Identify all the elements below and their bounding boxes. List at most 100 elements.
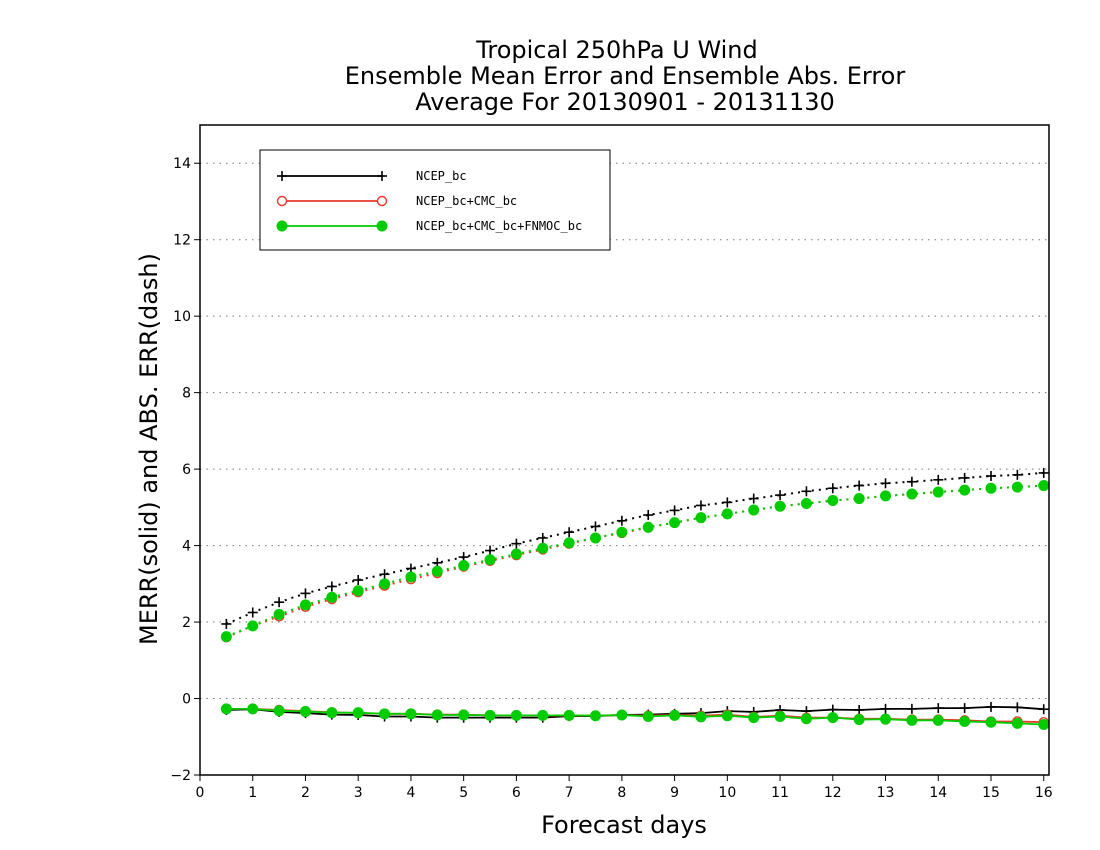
series-0-abs-error-point-12	[537, 532, 548, 543]
xtick-label-5: 5	[459, 785, 468, 801]
series-0-mean-error-point-30	[1012, 702, 1023, 713]
series-2-abs-error-point-14	[589, 532, 601, 544]
series-2-abs-error-point-3	[299, 599, 311, 611]
xtick-label-12: 12	[824, 785, 842, 801]
xtick-label-9: 9	[670, 785, 679, 801]
series-0-abs-error-point-10	[485, 545, 496, 556]
series-0-abs-error-point-14	[590, 521, 601, 532]
series-0-abs-error-point-4	[326, 581, 337, 592]
series-2-mean-error-point-2	[273, 705, 285, 717]
series-0-abs-error-point-17	[669, 505, 680, 516]
series-2-abs-error-point-15	[616, 526, 628, 538]
title-line-3: Average For 20130901 - 20131130	[415, 88, 835, 116]
series-2-abs-error-point-22	[800, 498, 812, 510]
series-2-mean-error-point-1	[247, 703, 259, 715]
series-2-mean-error-point-12	[537, 709, 549, 721]
legend-label-2: NCEP_bc+CMC_bc+FNMOC_bc	[416, 219, 582, 233]
series-1	[221, 480, 1049, 728]
series-2	[220, 480, 1050, 731]
xtick-label-6: 6	[512, 785, 521, 801]
series-2-mean-error-point-24	[853, 714, 865, 726]
series-0-abs-error-point-28	[959, 472, 970, 483]
series-2-abs-error-point-5	[352, 585, 364, 597]
series-2-abs-error-point-30	[1011, 481, 1023, 493]
series-2-mean-error-line	[226, 708, 1044, 726]
ytick-label-0: −2	[170, 768, 191, 784]
series-2-mean-error-point-8	[431, 709, 443, 721]
series-2-mean-error-point-20	[748, 712, 760, 724]
series-2-abs-error-point-29	[985, 482, 997, 494]
series-2-abs-error-point-13	[563, 537, 575, 549]
series-0-abs-error-point-2	[274, 597, 285, 608]
series-2-mean-error-point-16	[642, 711, 654, 722]
series-0-abs-error-point-1	[247, 607, 258, 618]
series-2-mean-error-point-10	[484, 709, 496, 721]
series-2-abs-error-point-27	[932, 486, 944, 498]
legend-marker-start-0	[277, 171, 287, 181]
legend-marker-end-2	[376, 220, 388, 232]
series-2-abs-error-point-19	[721, 508, 733, 520]
series-2-abs-error-point-23	[827, 494, 839, 506]
series-2-abs-error-point-8	[431, 565, 443, 577]
series-2-abs-error-point-24	[853, 493, 865, 505]
series-2-mean-error-point-25	[880, 713, 892, 725]
xtick-label-1: 1	[248, 785, 257, 801]
legend-marker-start-1	[276, 195, 288, 207]
series-0-mean-error-point-26	[906, 703, 917, 714]
legend-label-1: NCEP_bc+CMC_bc	[416, 194, 517, 208]
grid-lines	[200, 162, 1049, 776]
ytick-label-6: 10	[173, 309, 191, 325]
y-axis-label: MERR(solid) and ABS. ERR(dash)	[135, 253, 163, 645]
series-0-abs-error-point-26	[906, 476, 917, 487]
series-2-mean-error-point-0	[220, 703, 232, 715]
series-2-mean-error-point-19	[721, 710, 733, 722]
chart-title: Tropical 250hPa U Wind Ensemble Mean Err…	[345, 36, 906, 116]
series-2-abs-error-point-20	[748, 504, 760, 516]
series-1-abs-error-line	[225, 484, 1044, 639]
series-0-abs-error-point-13	[564, 527, 575, 538]
series-2-abs-error-line	[226, 484, 1044, 638]
series-0-abs-error-point-3	[300, 588, 311, 599]
xtick-label-15: 15	[982, 785, 1000, 801]
series-2-mean-error-point-17	[669, 709, 681, 721]
series-2-abs-error-point-17	[669, 517, 681, 529]
series-0-abs-error-point-23	[827, 483, 838, 494]
series-0-abs-error-point-11	[511, 538, 522, 549]
series-2-mean-error-point-27	[932, 714, 944, 726]
title-line-2: Ensemble Mean Error and Ensemble Abs. Er…	[345, 62, 906, 90]
series-0-mean-error-point-31	[1038, 704, 1049, 715]
plot-frame	[199, 124, 1050, 776]
series-0-abs-error-point-6	[379, 569, 390, 580]
tick-marks	[194, 162, 1045, 781]
series-0-abs-error-point-0	[221, 618, 232, 629]
series-0-abs-error-point-16	[643, 510, 654, 520]
series-2-abs-error-point-18	[695, 512, 707, 524]
series-2-abs-error-point-1	[247, 620, 259, 632]
series-2-mean-error-point-11	[510, 709, 522, 721]
legend-marker-end-1	[376, 195, 388, 207]
series-0-mean-error-point-25	[880, 703, 891, 714]
series-0-abs-error-point-19	[722, 497, 733, 508]
series-2-mean-error-point-31	[1038, 719, 1050, 731]
series-2-mean-error-point-3	[299, 706, 311, 718]
series-0-abs-error-point-5	[353, 575, 364, 585]
series-2-abs-error-point-28	[959, 484, 971, 496]
xtick-label-2: 2	[301, 785, 310, 801]
series-0-mean-error-point-27	[933, 703, 944, 714]
series-2-abs-error-point-21	[774, 500, 786, 512]
series-2-abs-error-point-12	[537, 542, 549, 554]
xtick-label-0: 0	[196, 785, 205, 801]
series-0-mean-error-point-29	[985, 701, 996, 712]
series-0-abs-error-point-30	[1012, 469, 1023, 480]
series-2-mean-error-point-15	[616, 709, 628, 721]
series-0-mean-error-point-28	[959, 703, 970, 714]
series-0-abs-error-line	[225, 471, 1044, 625]
series-0-abs-error-point-18	[695, 500, 706, 511]
series-0-abs-error-point-21	[775, 490, 786, 501]
series-2-abs-error-point-9	[458, 559, 470, 571]
ytick-label-1: 0	[182, 692, 191, 708]
series-2-mean-error-point-22	[800, 713, 812, 725]
xtick-label-10: 10	[718, 785, 736, 801]
series-2-mean-error-point-7	[405, 708, 417, 720]
